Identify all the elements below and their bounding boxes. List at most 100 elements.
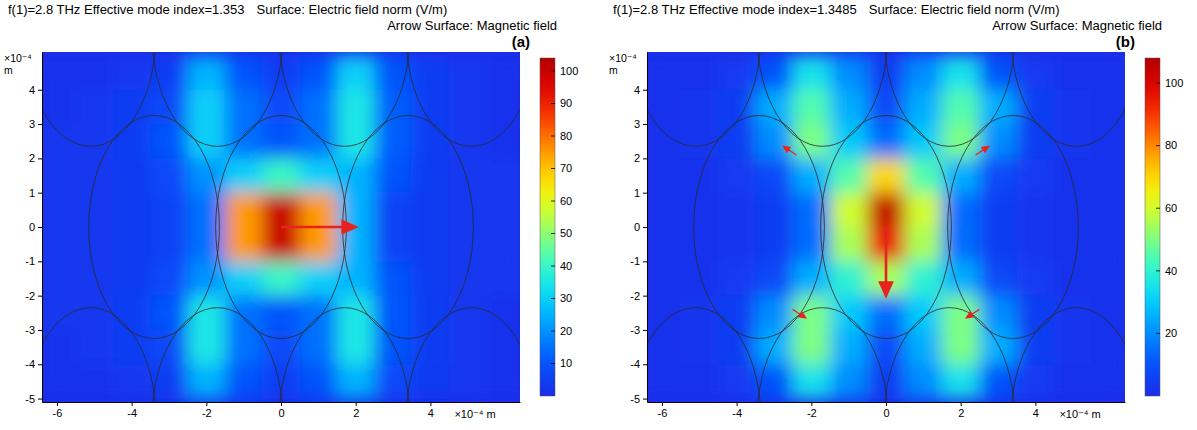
heatmap-cell (337, 124, 375, 159)
colorbar-tick (551, 168, 555, 169)
heatmap-cell (1017, 124, 1055, 159)
tick: 0 (29, 221, 42, 233)
boundary-ellipse (1011, 52, 1125, 146)
heatmap-cell (718, 193, 756, 228)
colorbar-tick (551, 71, 555, 72)
heatmap-cell (225, 90, 263, 125)
tick-mark (811, 402, 812, 406)
plot-area (647, 52, 1125, 402)
boundary-ellipse (42, 52, 156, 146)
tick: 0 (634, 221, 647, 233)
colorbar-tick (1156, 83, 1160, 84)
colorbar-tick (1156, 333, 1160, 334)
heatmap-cell (681, 158, 719, 193)
heatmap-cell (113, 296, 151, 331)
colorbar-tick-label: 100 (1165, 77, 1183, 89)
colorbar-tick-label: 70 (560, 162, 572, 174)
colorbar-tick (551, 233, 555, 234)
heatmap-cell (1054, 158, 1092, 193)
heatmap-cell (793, 364, 831, 399)
axis: -6-4-2024 (43, 402, 521, 419)
tick-mark (38, 158, 42, 159)
heatmap-cell (300, 193, 338, 228)
heatmap-cell (718, 227, 756, 262)
axis: -5-4-3-2-101234 (630, 53, 647, 405)
heatmap-cell (681, 124, 719, 159)
y-axis-label: ×10⁻⁴m (609, 52, 637, 76)
tick: -4 (25, 358, 42, 370)
heatmap-cell (647, 364, 681, 399)
heatmap-cell (755, 227, 793, 262)
surface-label: Surface: Electric field norm (V/m) (869, 2, 1060, 17)
plot-background (42, 52, 520, 402)
colorbar-tick (1156, 208, 1160, 209)
field-arrow (976, 146, 989, 155)
heatmap-cell (979, 124, 1017, 159)
tick-label: 4 (1033, 407, 1039, 419)
colorbar-bar (540, 58, 555, 396)
tick: 4 (634, 84, 647, 96)
tick-mark (643, 158, 647, 159)
tick-label: 4 (29, 84, 35, 96)
tick: -2 (630, 290, 647, 302)
heatmap-cell (412, 227, 450, 262)
tick-mark (643, 90, 647, 91)
tick-mark (38, 364, 42, 365)
heatmap-cell (225, 261, 263, 296)
tick-mark (737, 402, 738, 406)
y-axis-label: ×10⁻⁴m (4, 52, 32, 76)
heatmap-cell (150, 193, 188, 228)
heatmap-cell (262, 296, 300, 331)
heatmap-cell (42, 364, 76, 399)
heatmap-cell (412, 364, 450, 399)
heatmap-cell (905, 193, 943, 228)
tick: 0 (278, 402, 284, 419)
heatmap-cell (793, 227, 831, 262)
tick: -2 (202, 402, 212, 419)
heatmap-cell (647, 261, 681, 296)
heatmap-cell (337, 364, 375, 399)
tick: -4 (732, 402, 742, 419)
tick-mark (643, 399, 647, 400)
heatmap-cell (718, 90, 756, 125)
heatmap-cell (412, 261, 450, 296)
tick-label: -3 (630, 324, 640, 336)
boundaries (647, 52, 1125, 402)
heatmap-cell (1054, 124, 1092, 159)
heatmap-cell (42, 55, 76, 90)
heatmap-cell (113, 55, 151, 90)
heatmap-cell (449, 90, 487, 125)
boundary-ellipse (647, 308, 761, 402)
boundary-ellipse (89, 115, 220, 338)
tick: 3 (634, 118, 647, 130)
heatmap-cell (113, 330, 151, 365)
heatmap-cell (1017, 330, 1055, 365)
heatmap-cell (1017, 90, 1055, 125)
heatmap-cell (1054, 90, 1092, 125)
heatmap-cell (374, 261, 412, 296)
colorbar-tick-label: 40 (1165, 265, 1177, 277)
heatmap-cell (337, 330, 375, 365)
heatmap-cell (1054, 261, 1092, 296)
tick: -6 (53, 402, 63, 419)
heatmap-cell (42, 261, 76, 296)
colorbar-tick (551, 201, 555, 202)
heatmap-cell (412, 55, 450, 90)
tick: 3 (29, 118, 42, 130)
boundary-ellipse (279, 52, 410, 146)
heatmap-cell (647, 55, 681, 90)
heatmap-cell (486, 261, 520, 296)
heatmap-cell (979, 193, 1017, 228)
heatmap-cell (1091, 55, 1125, 90)
boundary-ellipse (42, 308, 156, 402)
heatmap-cell (76, 55, 114, 90)
heatmap-cell (113, 364, 151, 399)
tick-mark (38, 399, 42, 400)
heatmap-cell (905, 158, 943, 193)
colorbar-tick (1156, 145, 1160, 146)
tick-label: -4 (630, 358, 640, 370)
tick-mark (132, 402, 133, 406)
heatmap-cell (300, 296, 338, 331)
heatmap-cell (262, 261, 300, 296)
tick-mark (643, 227, 647, 228)
